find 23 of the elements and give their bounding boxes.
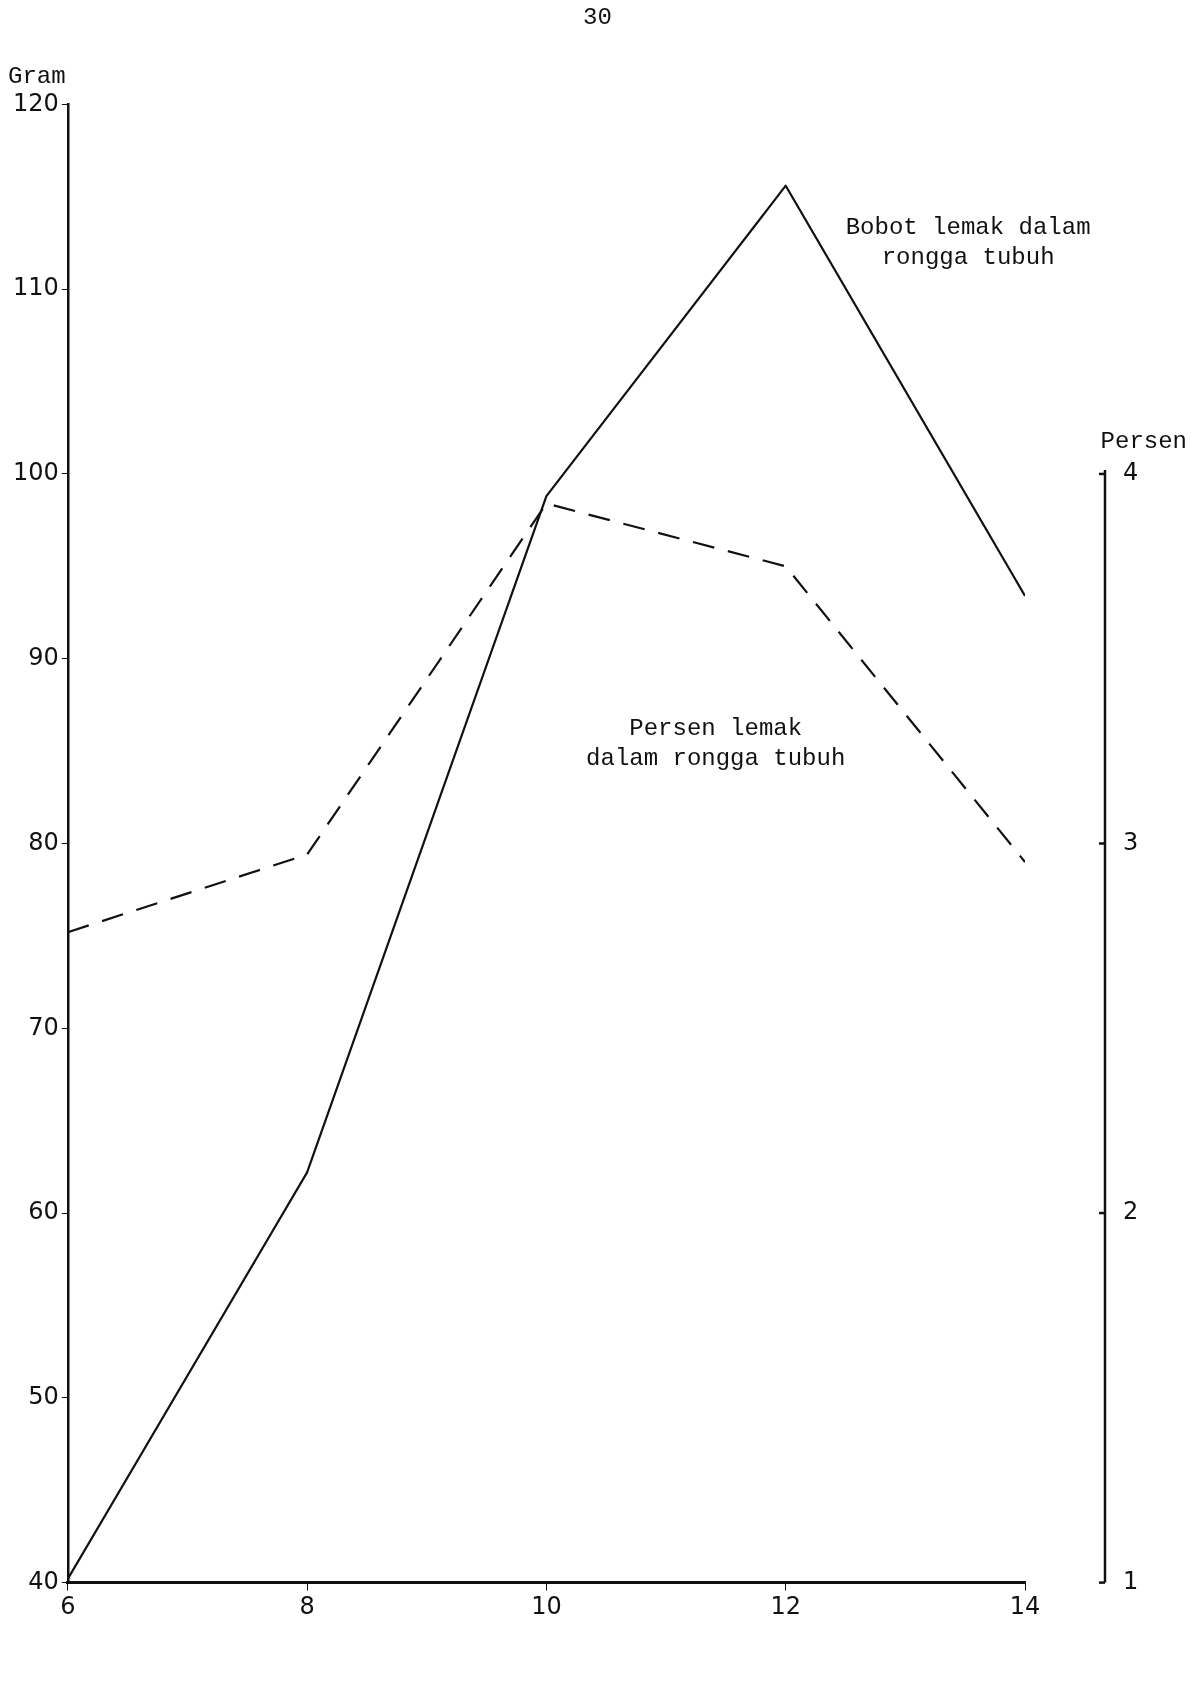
y2-tick-label: 2 [1123, 1197, 1139, 1226]
x-tick-label: 6 [60, 1592, 76, 1621]
text: 30 [583, 4, 612, 32]
y-tick-label: 90 [28, 642, 59, 671]
series-label: Persen lemak dalam rongga tubuh [586, 714, 846, 772]
y-tick-label: 70 [28, 1012, 59, 1041]
y2-tick-label: 3 [1123, 827, 1139, 856]
series-label: Bobot lemak dalam rongga tubuh [845, 214, 1091, 272]
y2-tick-label: 1 [1123, 1566, 1139, 1595]
y-tick-label: 120 [13, 88, 59, 117]
y-tick-label: 60 [28, 1197, 59, 1226]
x-tick-label: 8 [299, 1592, 315, 1621]
x-tick-label: 12 [770, 1592, 801, 1621]
x-tick-label: 10 [531, 1592, 562, 1621]
y-tick-label: 110 [13, 273, 59, 302]
y-tick-label: 50 [28, 1382, 59, 1411]
x-tick-label: 14 [1009, 1592, 1041, 1621]
y-axis-title: Gram [8, 62, 66, 90]
y2-tick-label: 4 [1123, 458, 1139, 487]
y-tick-label: 40 [28, 1566, 59, 1595]
y2-axis-title: Persen [1100, 428, 1187, 456]
y-tick-label: 80 [28, 827, 59, 856]
y-tick-label: 100 [13, 458, 59, 487]
